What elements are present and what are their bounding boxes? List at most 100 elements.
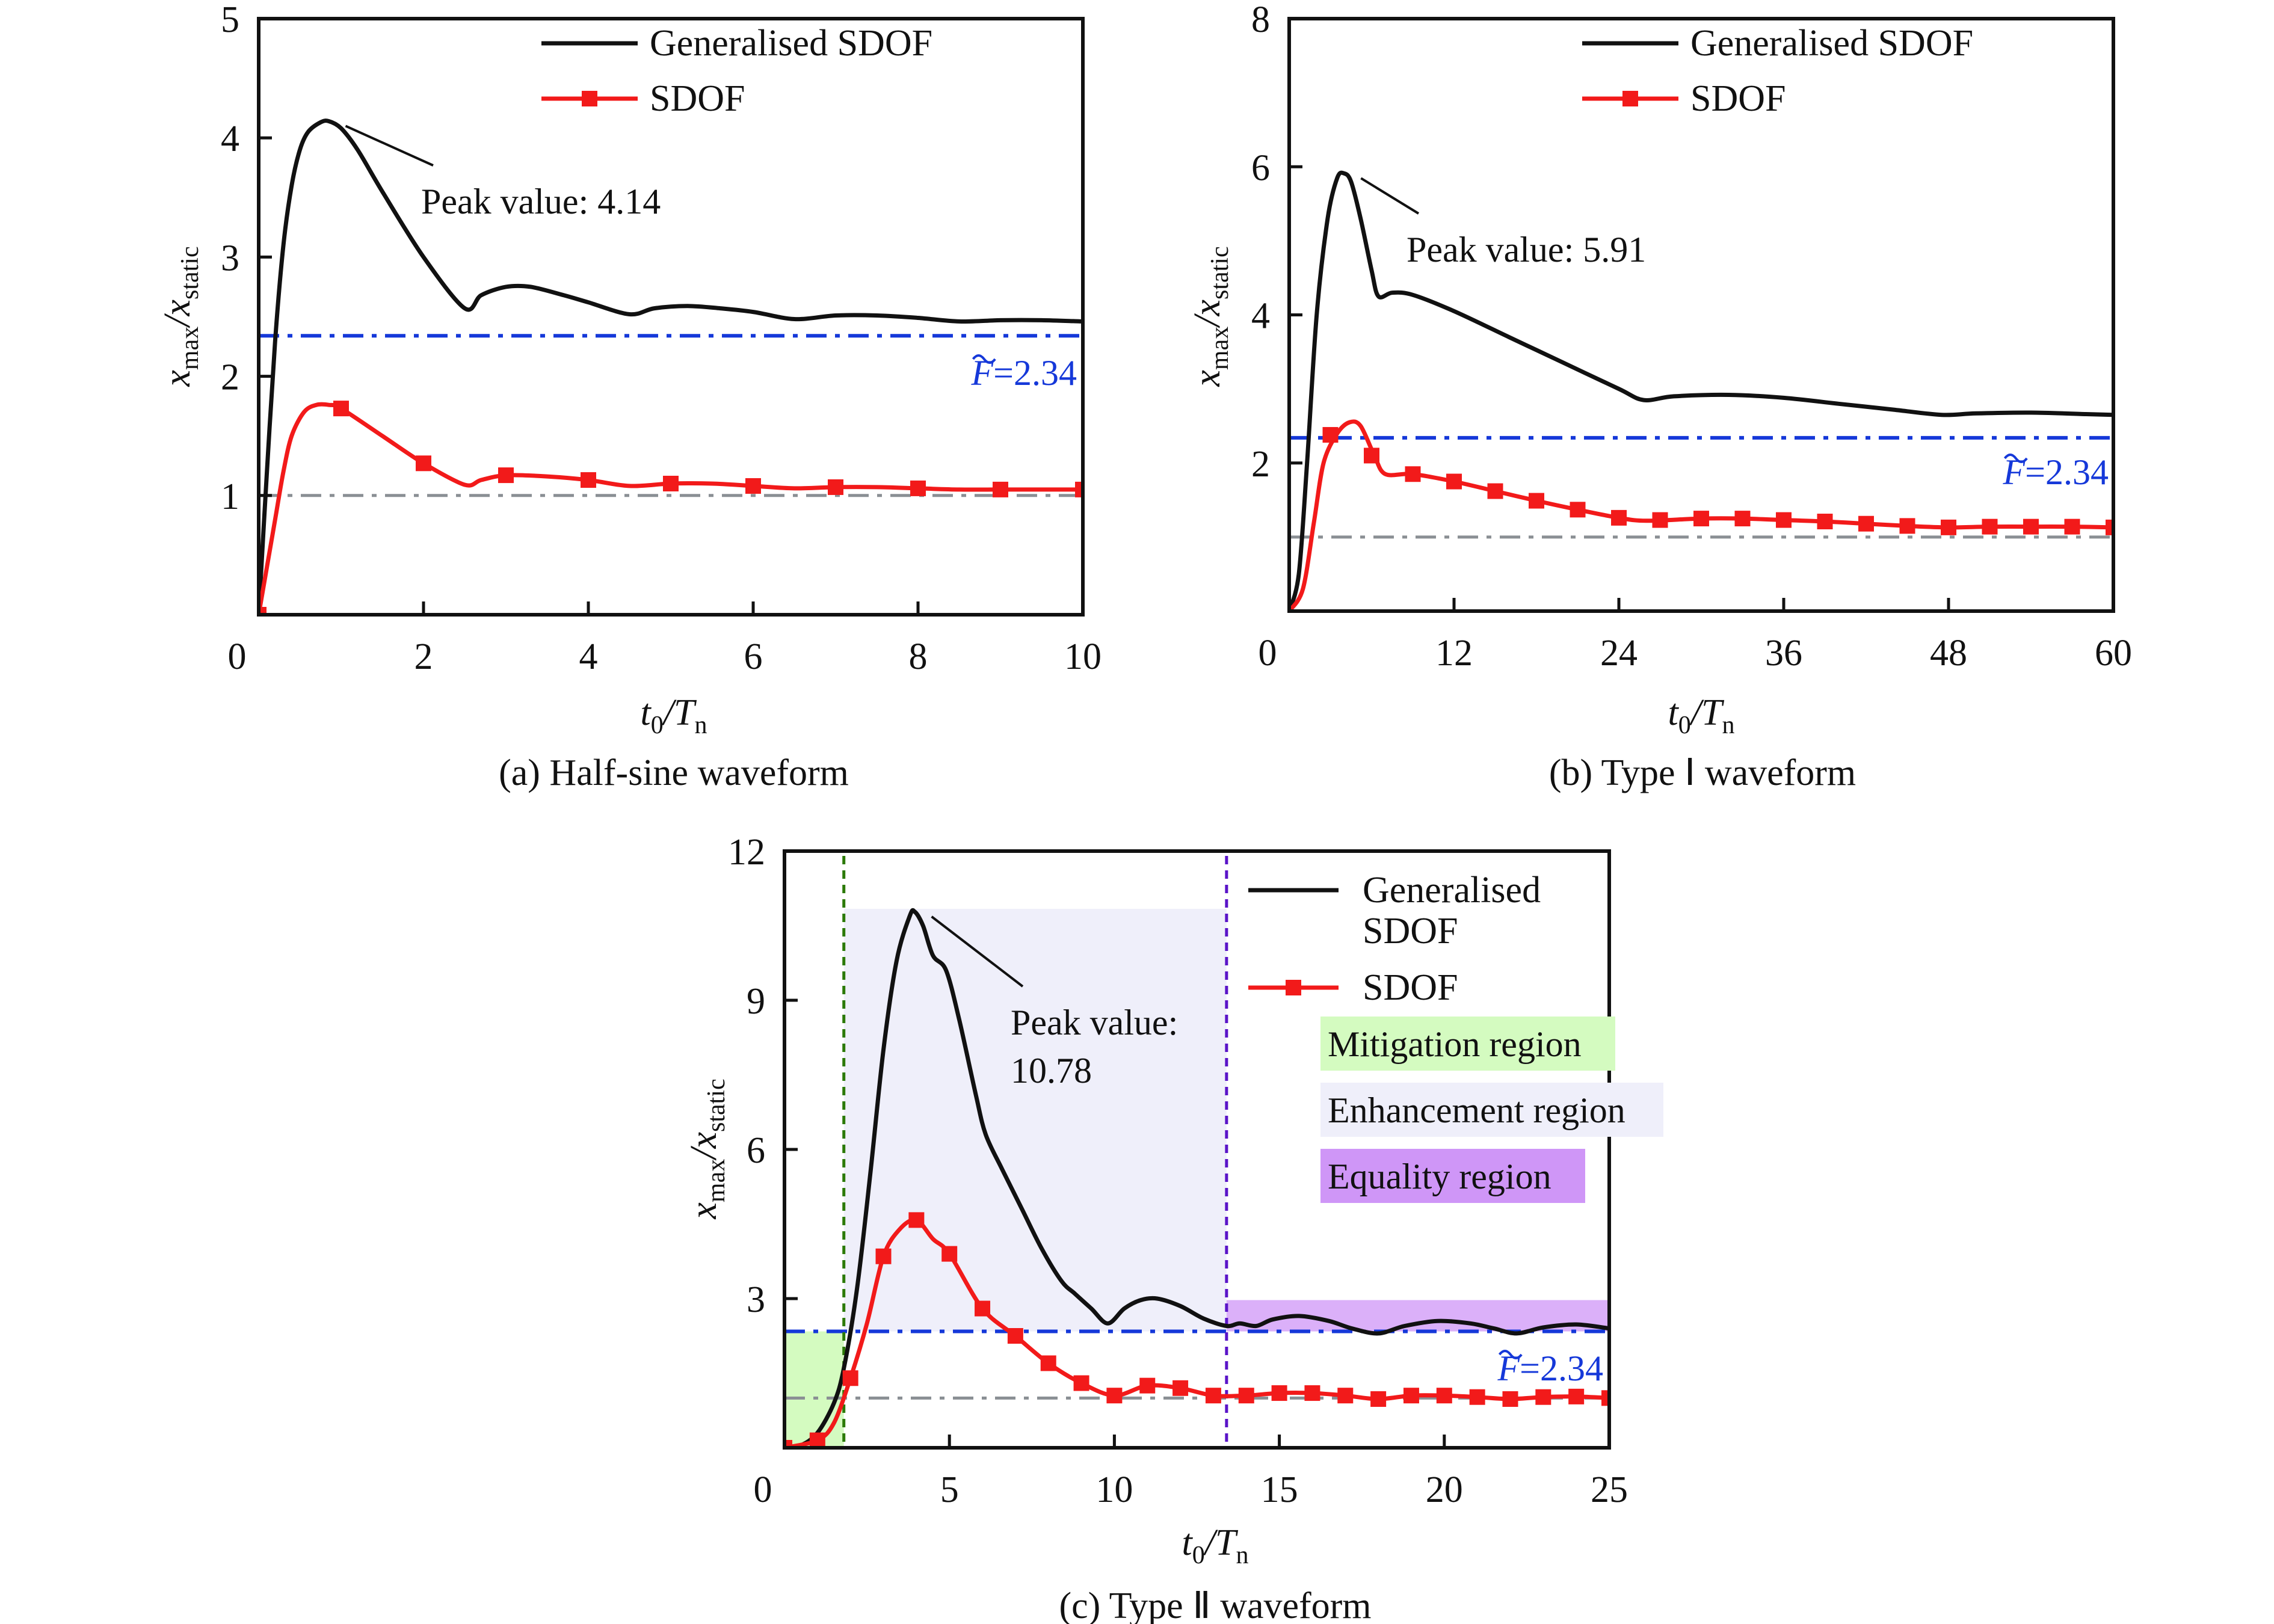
sdof-marker [416, 455, 431, 472]
f-tilde-symbol: F [2003, 452, 2026, 492]
panel-a-half-sine: 0 2 4 6 8 1012345t0/Tnxmax/xstaticF=2.34Peak … [157, 0, 1102, 739]
sdof-marker [1106, 1388, 1123, 1404]
sdof-marker [1502, 1391, 1518, 1407]
legend-label-generalised: Generalised [1363, 870, 1541, 911]
caption-a: (a) Half-sine waveform [499, 752, 849, 793]
x-axis-title: t0/Tn [641, 692, 707, 739]
sdof-marker [1403, 1388, 1419, 1404]
sdof-marker [975, 1300, 991, 1317]
sdof-marker [1568, 1388, 1585, 1404]
plot-area [784, 856, 1609, 1448]
plot-area [1289, 170, 2113, 611]
y-axis-title-sub: max [703, 1159, 730, 1202]
x-tick-label: 25 [1591, 1469, 1628, 1510]
legend-marker-sdof [582, 91, 597, 106]
caption-b: (b) Type Ⅰ waveform [1549, 752, 1856, 793]
sdof-marker [1982, 518, 1998, 535]
sdof-marker [259, 607, 267, 615]
x-axis-title-main: t [641, 692, 652, 733]
sdof-marker [910, 480, 926, 496]
region-enhancement-region [843, 908, 1227, 1332]
x-axis-title-sub: 0 [651, 712, 664, 739]
legend-box-mitigation [1320, 1017, 1615, 1071]
annotation-leader-line [1360, 177, 1420, 215]
x-tick-label: 10 [1095, 1469, 1133, 1510]
y-tick-label: 12 [728, 832, 765, 873]
x-axis-title-sub: 0 [1192, 1542, 1205, 1569]
x-tick-label: 15 [1261, 1469, 1298, 1510]
sdof-marker [1601, 1390, 1609, 1406]
x-axis-title-sub: 0 [1678, 712, 1691, 739]
y-tick-label: 4 [221, 118, 239, 159]
y-tick-label: 6 [1251, 147, 1270, 188]
f-tilde-label: F=2.34 [1497, 1349, 1604, 1388]
sdof-marker [1858, 515, 1874, 532]
sdof-marker [2023, 518, 2039, 535]
series-line-generalised-sdof [259, 118, 1083, 615]
legend-marker-sdof [1622, 91, 1638, 106]
peak-annotation: Peak value: 5.91 [1407, 230, 1646, 269]
sdof-marker [784, 1440, 792, 1448]
sdof-marker [2064, 518, 2080, 535]
legend: Generalised SDOF SDOF [1582, 23, 1973, 119]
legend-label-sdof: SDOF [650, 78, 745, 119]
x-tick-label: 4 [579, 636, 598, 677]
x-axis-title-mid: /T [662, 692, 697, 733]
x-tick-label: 0 [754, 1469, 772, 1510]
plot-frame [257, 17, 1085, 617]
x-tick-label: 12 [1435, 633, 1473, 674]
y-tick-label: 9 [747, 981, 765, 1022]
y-axis-title-sub2: static [176, 246, 204, 300]
sdof-marker [1693, 511, 1709, 527]
y-axis-title-sub: max [1206, 327, 1234, 370]
sdof-marker [993, 481, 1008, 497]
y-axis-title-sub2: static [1206, 246, 1234, 300]
x-tick-label: 48 [1930, 633, 1967, 674]
legend: Generalised SDOF SDOF [541, 23, 932, 119]
sdof-marker [1734, 511, 1751, 527]
sdof-marker [908, 1212, 925, 1228]
x-tick-label: 0 [1259, 633, 1277, 674]
series-line-sdof [259, 402, 1083, 615]
f-tilde-symbol: F [1497, 1349, 1521, 1388]
sdof-marker [1776, 512, 1792, 528]
panel-c-type-ii: 0 5 10 15 20 2536912t0/Tnxmax/xstaticF=2.34Pe… [683, 832, 1663, 1569]
y-tick-label: 5 [221, 0, 239, 40]
sdof-marker [1529, 493, 1544, 509]
x-axis-title-main: t [1668, 692, 1680, 733]
sdof-marker [1652, 512, 1668, 528]
legend-label-enhancement-region: Enhancement region [1328, 1090, 1625, 1130]
sdof-marker [1139, 1377, 1156, 1394]
tilde-mark [2003, 454, 2028, 463]
series-line-generalised-sdof [784, 908, 1609, 1448]
sdof-marker [1535, 1389, 1551, 1405]
legend-box-enhancement [1320, 1083, 1663, 1137]
y-tick-label: 3 [221, 238, 239, 278]
y-axis-title-mid: /x [157, 300, 198, 328]
sdof-marker [1570, 502, 1586, 518]
peak-annotation: Peak value: 4.14 [421, 182, 661, 221]
peak-annotation: Peak value: [1011, 1003, 1178, 1042]
sdof-marker [1322, 426, 1339, 443]
y-axis-title-main: x [683, 1202, 724, 1220]
tilde-mark [972, 354, 996, 364]
series-line-generalised-sdof [1289, 170, 2113, 611]
x-axis-title-sub2: n [694, 712, 707, 739]
sdof-marker [745, 478, 761, 494]
sdof-marker [1899, 518, 1915, 534]
y-axis-title: xmax/xstatic [157, 246, 204, 387]
sdof-marker [498, 467, 514, 484]
x-tick-label: 5 [940, 1469, 959, 1510]
annotation-leader-line [345, 125, 434, 167]
y-tick-label: 2 [1251, 444, 1270, 485]
f-tilde-label: F=2.34 [2003, 452, 2109, 492]
y-tick-label: 2 [221, 357, 239, 398]
x-tick-label: 6 [744, 636, 763, 677]
x-axis-title-mid: /T [1203, 1522, 1239, 1563]
legend-label-generalised: Generalised SDOF [650, 23, 932, 64]
sdof-marker [1337, 1388, 1354, 1404]
sdof-marker [333, 401, 349, 417]
f-tilde-value: =2.34 [1520, 1349, 1603, 1388]
sdof-marker [1040, 1355, 1056, 1371]
